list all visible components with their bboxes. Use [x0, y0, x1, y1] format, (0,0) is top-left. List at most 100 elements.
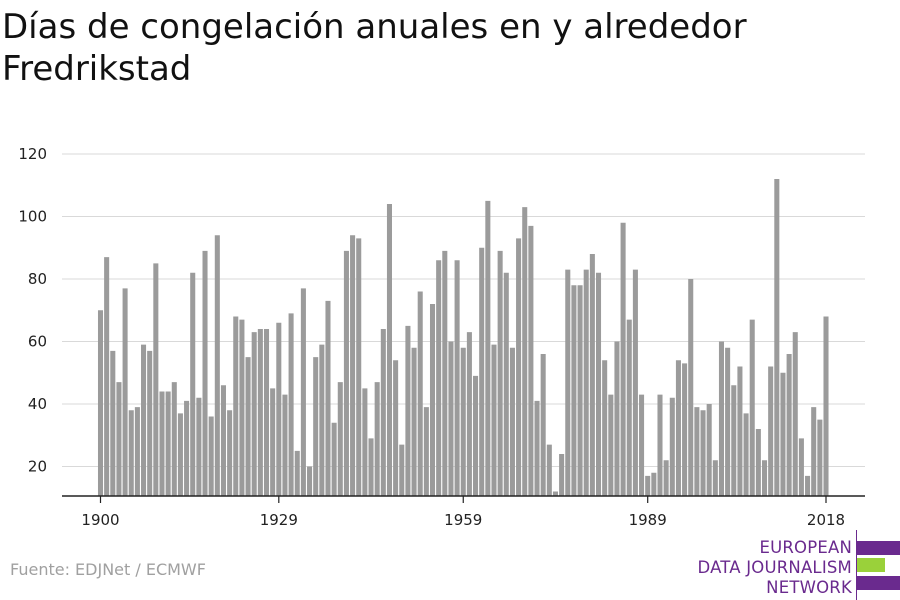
bar-1927[interactable]: [263, 329, 270, 496]
bar-1953[interactable]: [423, 407, 429, 497]
bar-1988[interactable]: [639, 394, 645, 497]
bar-1985[interactable]: [620, 222, 626, 496]
bar-1918[interactable]: [208, 416, 214, 497]
bar-1919[interactable]: [214, 235, 220, 496]
bar-1983[interactable]: [608, 394, 614, 497]
bar-1943[interactable]: [362, 388, 368, 497]
bar-2014[interactable]: [798, 438, 804, 497]
bar-1908[interactable]: [147, 350, 153, 497]
bar-1994[interactable]: [675, 360, 681, 496]
bar-1976[interactable]: [565, 269, 571, 497]
bar-1914[interactable]: [184, 400, 190, 497]
bar-2015[interactable]: [805, 475, 811, 497]
bar-2008[interactable]: [761, 460, 768, 496]
bar-1975[interactable]: [559, 454, 565, 496]
bar-2001[interactable]: [718, 341, 724, 497]
bar-2013[interactable]: [792, 332, 798, 497]
bar-1916[interactable]: [196, 397, 202, 496]
bar-1933[interactable]: [300, 288, 306, 497]
bar-1968[interactable]: [516, 238, 522, 497]
bar-1977[interactable]: [571, 285, 577, 496]
bar-2011[interactable]: [780, 372, 786, 496]
bar-1929[interactable]: [276, 322, 282, 496]
bar-2007[interactable]: [755, 429, 761, 496]
bar-1963[interactable]: [485, 200, 491, 497]
bar-1980[interactable]: [589, 254, 595, 496]
bar-1901[interactable]: [104, 257, 110, 497]
bar-1959[interactable]: [460, 347, 466, 496]
bar-1926[interactable]: [257, 329, 263, 496]
bar-1915[interactable]: [190, 272, 196, 496]
bar-1996[interactable]: [688, 279, 694, 496]
bar-1937[interactable]: [325, 300, 331, 497]
bar-1907[interactable]: [141, 344, 147, 497]
edjnet-logo[interactable]: EUROPEAN DATA JOURNALISM NETWORK: [697, 528, 900, 600]
bar-1917[interactable]: [202, 250, 208, 497]
bar-1913[interactable]: [177, 413, 183, 497]
bar-2000[interactable]: [712, 460, 718, 496]
bar-1956[interactable]: [442, 250, 448, 497]
bar-1955[interactable]: [436, 260, 442, 496]
bar-1965[interactable]: [497, 250, 503, 497]
bar-2016[interactable]: [811, 407, 817, 497]
bar-1930[interactable]: [282, 394, 288, 497]
bar-1920[interactable]: [220, 385, 226, 496]
bar-1957[interactable]: [448, 341, 454, 497]
bar-1973[interactable]: [546, 444, 552, 497]
bar-1921[interactable]: [227, 410, 233, 496]
bar-1982[interactable]: [602, 360, 608, 496]
bar-1922[interactable]: [233, 316, 239, 497]
bar-1960[interactable]: [466, 332, 472, 497]
bar-2003[interactable]: [731, 385, 737, 496]
bar-1979[interactable]: [583, 269, 589, 497]
bar-1923[interactable]: [239, 319, 245, 497]
bar-1947[interactable]: [386, 204, 392, 496]
bar-1978[interactable]: [577, 285, 583, 496]
bar-1990[interactable]: [651, 472, 657, 496]
bar-1966[interactable]: [503, 272, 509, 496]
bar-1934[interactable]: [307, 466, 313, 497]
bar-1938[interactable]: [331, 422, 337, 496]
bar-1974[interactable]: [552, 491, 558, 497]
bar-1995[interactable]: [682, 363, 688, 497]
bar-1969[interactable]: [522, 207, 528, 497]
bar-1992[interactable]: [663, 460, 669, 496]
bar-1940[interactable]: [343, 250, 349, 497]
bar-1949[interactable]: [399, 444, 405, 497]
bar-1935[interactable]: [313, 357, 319, 497]
bar-1964[interactable]: [491, 344, 497, 497]
bar-1924[interactable]: [245, 357, 251, 497]
bar-1936[interactable]: [319, 344, 325, 497]
bar-1932[interactable]: [294, 450, 300, 497]
bar-2004[interactable]: [737, 366, 743, 497]
bar-1961[interactable]: [473, 375, 479, 497]
bar-1986[interactable]: [626, 319, 632, 497]
bar-1951[interactable]: [411, 347, 417, 496]
bar-1971[interactable]: [534, 400, 540, 497]
bar-1958[interactable]: [454, 260, 460, 496]
bar-1967[interactable]: [509, 347, 515, 496]
bar-1903[interactable]: [116, 382, 122, 497]
bar-1928[interactable]: [270, 388, 276, 497]
bar-1925[interactable]: [251, 332, 257, 497]
bar-1939[interactable]: [337, 382, 343, 497]
bar-2002[interactable]: [725, 347, 731, 496]
bar-1942[interactable]: [356, 238, 362, 497]
bar-1984[interactable]: [614, 341, 620, 497]
bar-1972[interactable]: [540, 354, 546, 496]
bar-1981[interactable]: [595, 272, 602, 496]
bar-1987[interactable]: [632, 269, 638, 497]
bar-2017[interactable]: [817, 419, 823, 497]
bar-2006[interactable]: [749, 319, 755, 497]
bar-1912[interactable]: [171, 382, 177, 497]
bar-1944[interactable]: [368, 438, 374, 497]
bar-1905[interactable]: [128, 410, 134, 496]
bar-1998[interactable]: [700, 410, 706, 496]
bar-1962[interactable]: [479, 247, 485, 496]
bar-1910[interactable]: [159, 391, 165, 497]
bar-2009[interactable]: [768, 366, 774, 497]
bar-1997[interactable]: [694, 407, 700, 497]
bar-1946[interactable]: [380, 329, 386, 496]
bar-1954[interactable]: [429, 304, 436, 496]
bar-1931[interactable]: [288, 313, 294, 497]
